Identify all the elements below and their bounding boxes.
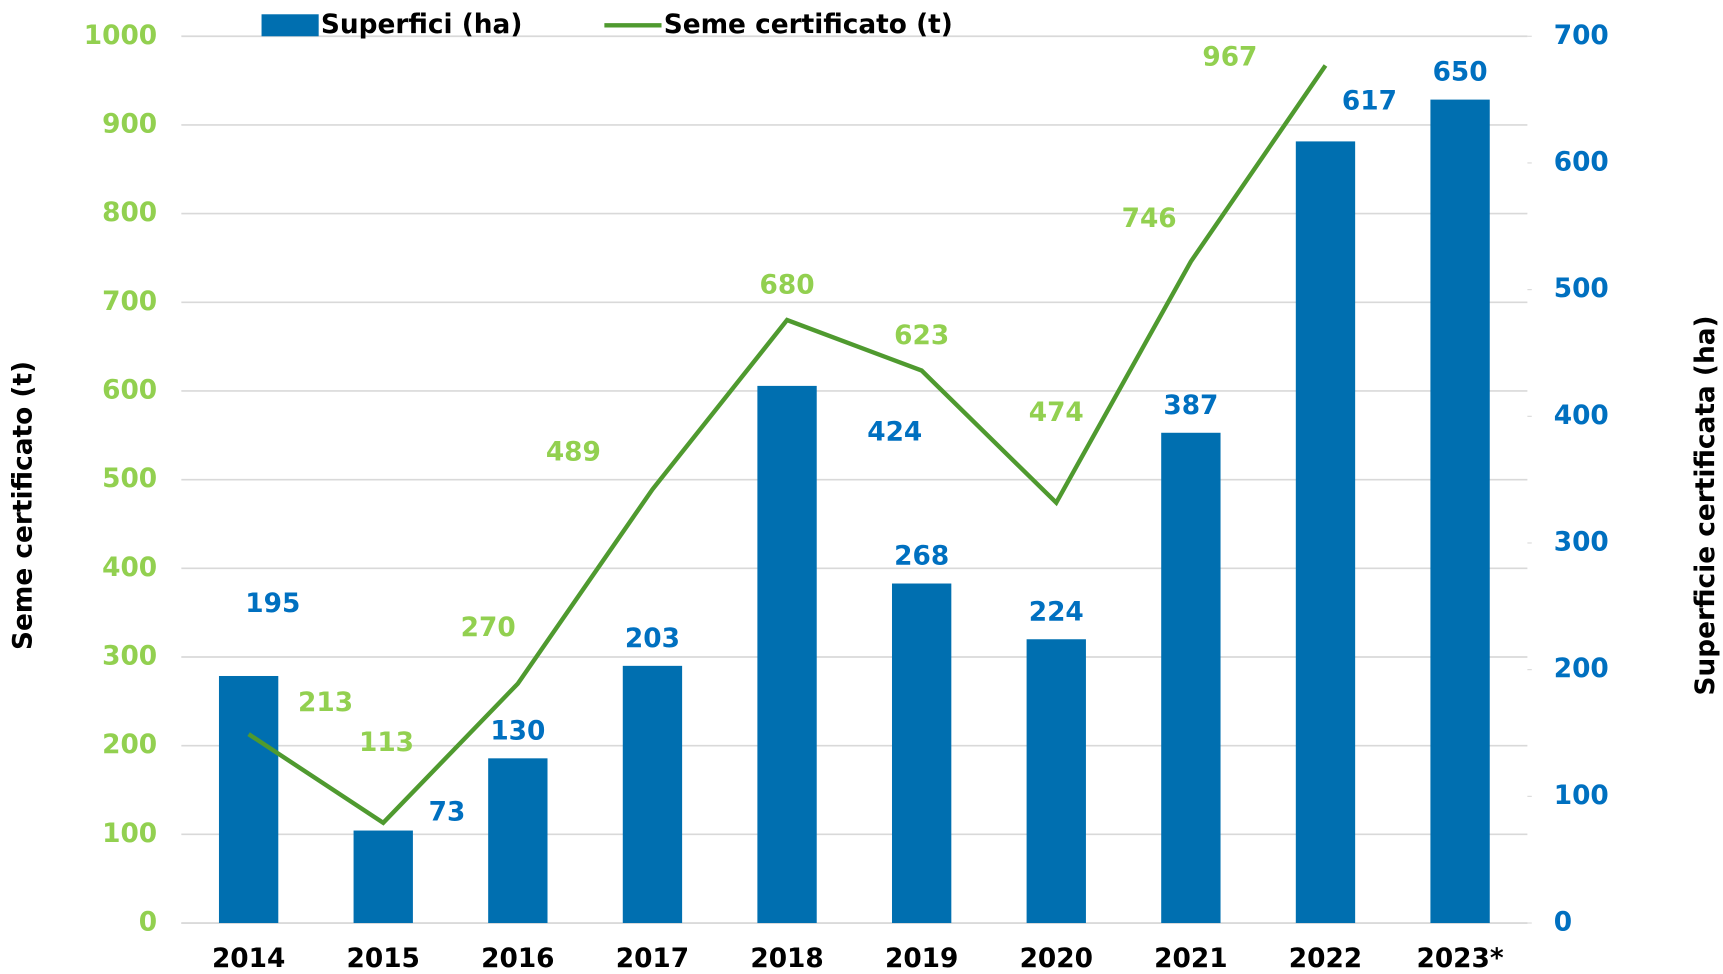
legend-label: Seme certificato (t)	[664, 10, 953, 40]
bar	[1295, 141, 1356, 924]
y2-tick-label: 200	[1554, 654, 1609, 684]
y2-tick-label: 700	[1554, 21, 1609, 51]
line-value-label: 967	[1202, 42, 1257, 72]
y2-tick-label: 400	[1554, 401, 1609, 431]
y-tick-label: 400	[102, 553, 157, 583]
y2-tick-label: 300	[1554, 527, 1609, 557]
y-tick-label: 500	[102, 464, 157, 494]
x-tick-label: 2021	[1154, 944, 1227, 974]
y-tick-label: 700	[102, 287, 157, 317]
bar	[757, 385, 817, 924]
line-value-label: 474	[1029, 398, 1084, 428]
x-tick-label: 2023*	[1417, 944, 1504, 974]
y-tick-label: 0	[139, 908, 157, 938]
y-tick-label: 1000	[84, 21, 157, 51]
bar-value-label: 73	[429, 797, 466, 827]
y2-tick-label: 500	[1554, 274, 1609, 304]
bar	[1430, 99, 1490, 924]
x-tick-label: 2017	[616, 944, 689, 974]
x-tick-label: 2022	[1289, 944, 1362, 974]
bar-value-label: 130	[490, 716, 545, 746]
y-tick-label: 800	[102, 198, 157, 228]
bar-value-label: 424	[867, 418, 922, 448]
y-tick-label: 100	[102, 819, 157, 849]
y-axis-title: Seme certificato (t)	[9, 361, 39, 650]
x-tick-label: 2019	[885, 944, 958, 974]
bar	[1026, 639, 1086, 924]
x-tick-label: 2014	[212, 944, 285, 974]
y2-tick-label: 600	[1554, 147, 1609, 177]
legend-swatch	[261, 14, 319, 37]
bar	[891, 583, 952, 924]
x-tick-label: 2018	[750, 944, 823, 974]
line-value-label: 213	[298, 688, 353, 718]
bar	[622, 665, 683, 924]
bar-value-label: 387	[1163, 391, 1218, 421]
y-tick-label: 900	[102, 109, 157, 139]
legend-label: Superfici (ha)	[321, 10, 523, 40]
x-tick-label: 2020	[1020, 944, 1093, 974]
bar-value-label: 268	[894, 542, 949, 572]
line-value-label: 746	[1122, 204, 1177, 234]
bar-value-label: 650	[1433, 58, 1488, 88]
y-tick-label: 600	[102, 375, 157, 405]
bar-value-label: 617	[1342, 86, 1397, 116]
line	[247, 64, 1328, 826]
line-value-label: 680	[760, 270, 815, 300]
bar-value-label: 203	[625, 624, 680, 654]
bar	[1161, 432, 1221, 924]
bar	[218, 675, 279, 924]
bar-value-label: 224	[1029, 597, 1084, 627]
line-value-label: 489	[546, 438, 601, 468]
line-value-label: 113	[359, 728, 414, 758]
bar	[488, 758, 548, 924]
bar-value-label: 195	[245, 589, 300, 619]
y-tick-label: 200	[102, 730, 157, 760]
y-tick-label: 300	[102, 641, 157, 671]
line-value-label: 270	[461, 613, 516, 643]
line-value-label: 623	[894, 321, 949, 351]
y2-axis-title: Superficie certificata (ha)	[1691, 315, 1721, 695]
bar	[353, 830, 413, 924]
x-tick-label: 2015	[347, 944, 420, 974]
y2-tick-label: 100	[1554, 781, 1609, 811]
x-tick-label: 2016	[481, 944, 554, 974]
y2-tick-label: 0	[1554, 908, 1572, 938]
